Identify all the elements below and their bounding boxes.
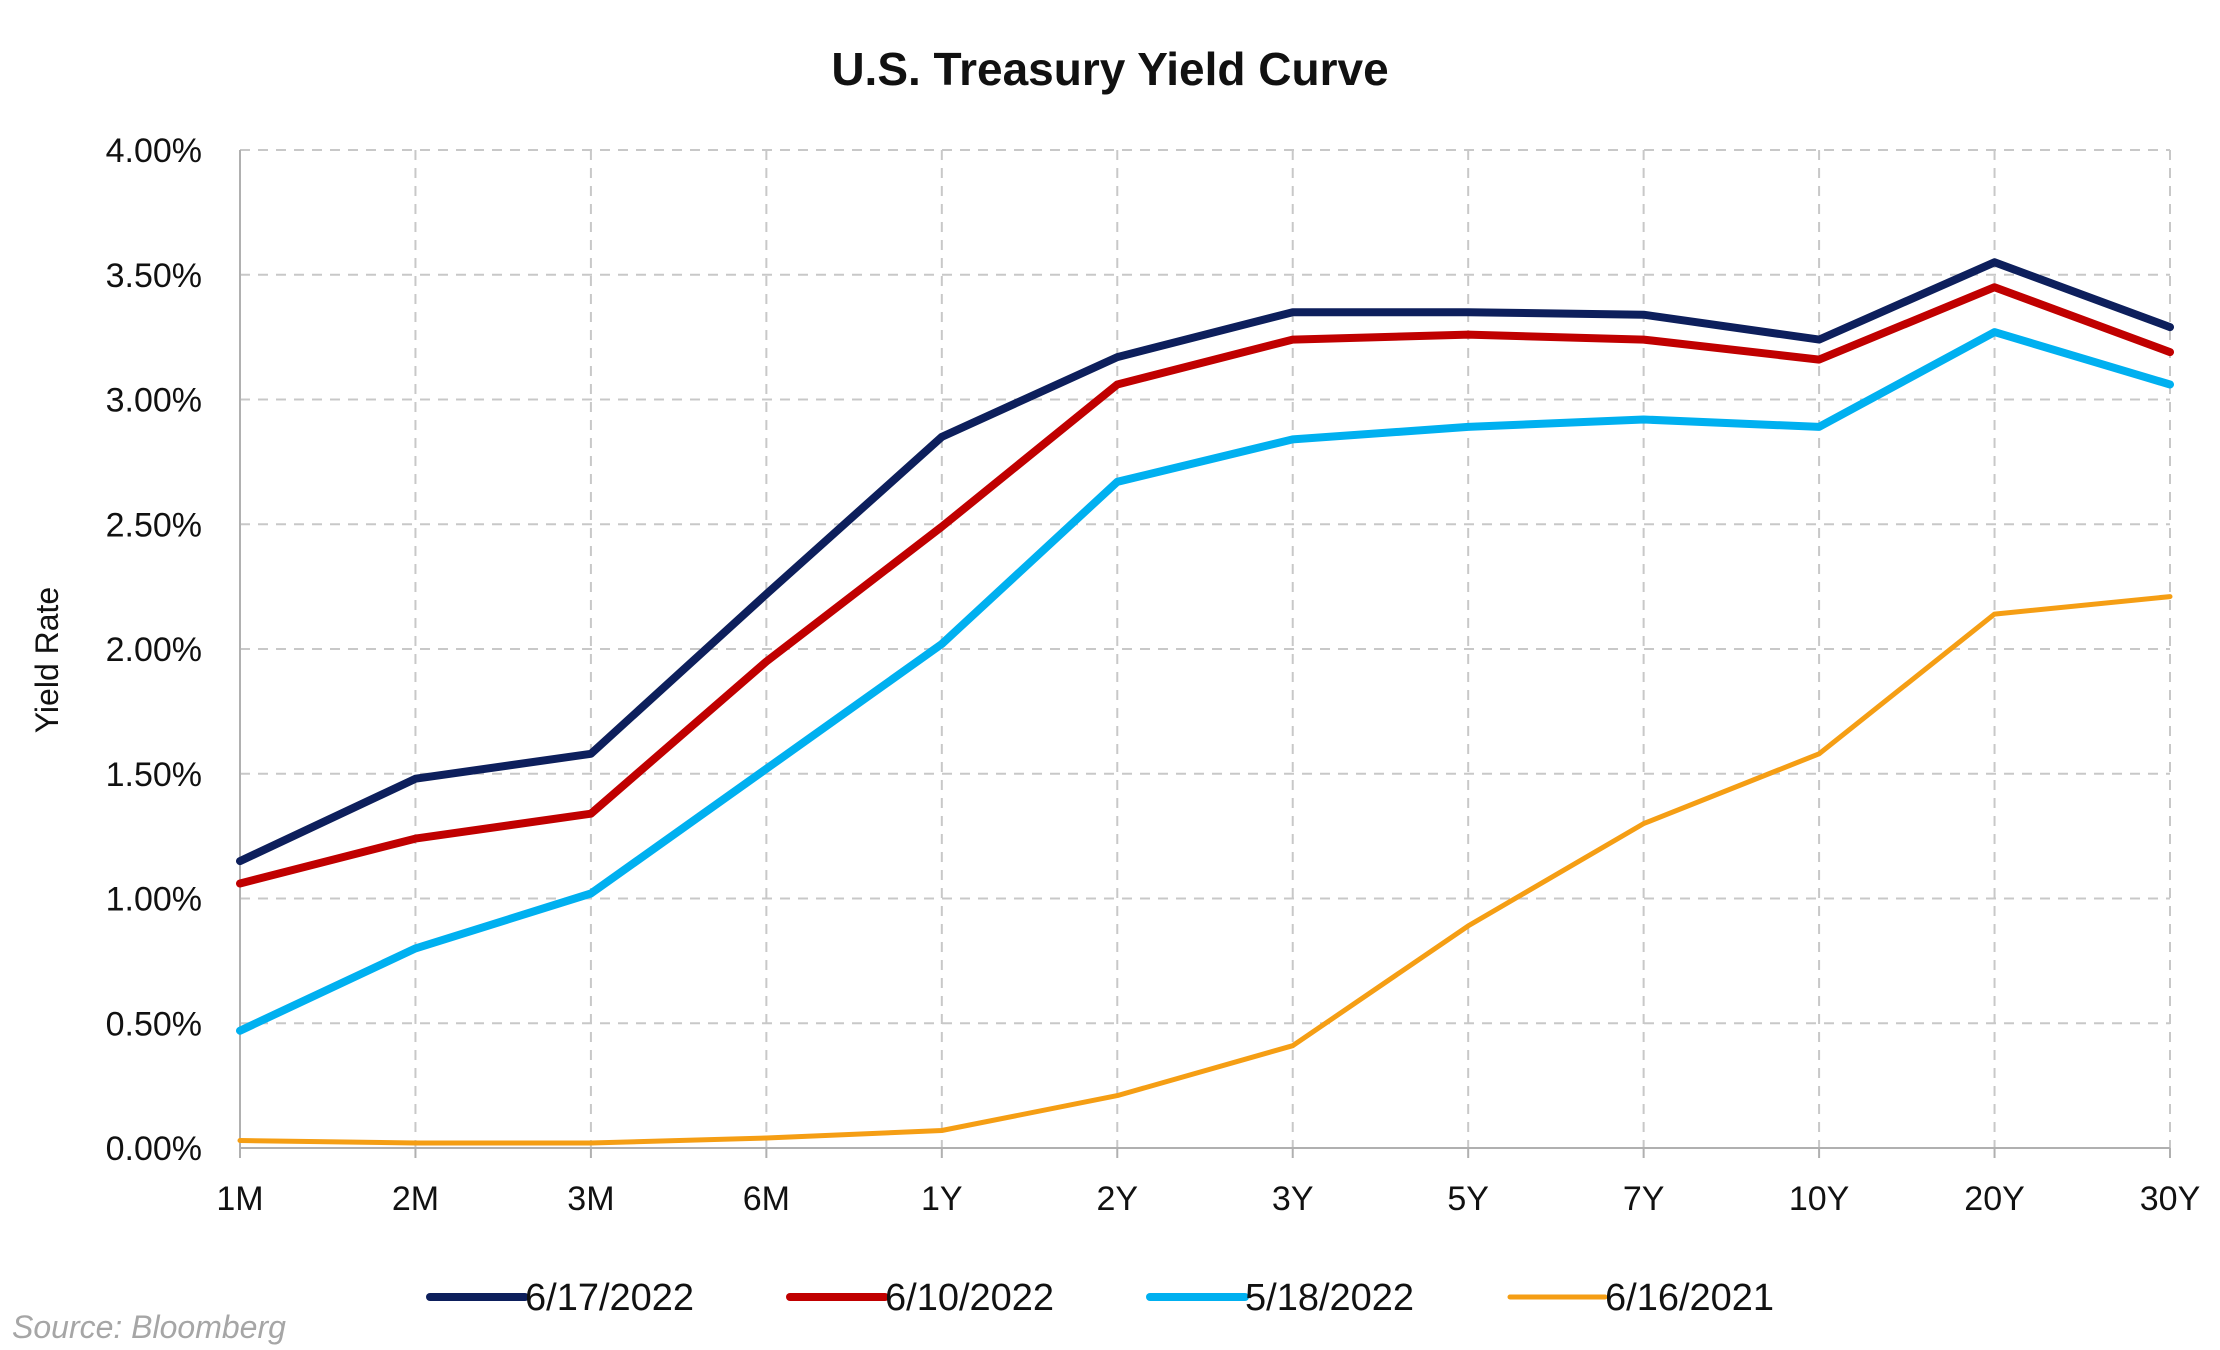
x-tick-label: 30Y bbox=[2140, 1180, 2201, 1218]
legend-label: 6/10/2022 bbox=[885, 1277, 1054, 1319]
source-note: Source: Bloomberg bbox=[12, 1309, 286, 1345]
series-line-6-10-2022 bbox=[236, 283, 2174, 888]
x-tick-label: 10Y bbox=[1789, 1180, 1850, 1218]
y-tick-label: 3.50% bbox=[106, 257, 202, 295]
x-tick-label: 1Y bbox=[921, 1180, 963, 1218]
x-tick-label: 7Y bbox=[1623, 1180, 1665, 1218]
x-tick-label: 3M bbox=[567, 1180, 614, 1218]
y-axis-tick-labels: 0.00% 0.50% 1.00% 1.50% 2.00% 2.50% 3.00% 3.50%… bbox=[106, 132, 202, 1168]
chart-title: U.S. Treasury Yield Curve bbox=[831, 43, 1388, 95]
x-tick-label: 6M bbox=[743, 1180, 790, 1218]
x-axis-tick-labels: 1M 2M 3M 6M 1Y 2Y 3Y 5Y 7Y 10Y 20Y 30Y bbox=[216, 1180, 2200, 1218]
series-lines bbox=[236, 258, 2174, 1146]
x-tick-label: 3Y bbox=[1272, 1180, 1314, 1218]
x-tick-label: 5Y bbox=[1447, 1180, 1489, 1218]
gridlines bbox=[240, 149, 2171, 1148]
series-line-6-16-2021 bbox=[237, 594, 2173, 1146]
y-tick-label: 3.00% bbox=[106, 382, 202, 420]
y-tick-label: 4.00% bbox=[106, 132, 202, 170]
y-tick-label: 0.00% bbox=[106, 1130, 202, 1168]
y-tick-label: 1.50% bbox=[106, 756, 202, 794]
y-tick-label: 2.50% bbox=[106, 506, 202, 544]
x-tick-label: 20Y bbox=[1964, 1180, 2025, 1218]
legend-label: 6/17/2022 bbox=[525, 1277, 694, 1319]
series-line-6-17-2022 bbox=[236, 258, 2174, 866]
y-tick-label: 0.50% bbox=[106, 1005, 202, 1043]
axes bbox=[239, 150, 2171, 1158]
legend-label: 6/16/2021 bbox=[1605, 1277, 1774, 1319]
x-tick-label: 1M bbox=[216, 1180, 263, 1218]
legend-label: 5/18/2022 bbox=[1245, 1277, 1414, 1319]
x-tick-label: 2Y bbox=[1096, 1180, 1138, 1218]
y-tick-label: 1.00% bbox=[106, 881, 202, 919]
y-tick-label: 2.00% bbox=[106, 631, 202, 669]
legend: 6/17/2022 6/10/2022 5/18/2022 6/16/2021 bbox=[426, 1277, 1774, 1319]
x-tick-label: 2M bbox=[392, 1180, 439, 1218]
y-axis-label: Yield Rate bbox=[29, 587, 65, 733]
series-line-5-18-2022 bbox=[236, 328, 2174, 1035]
